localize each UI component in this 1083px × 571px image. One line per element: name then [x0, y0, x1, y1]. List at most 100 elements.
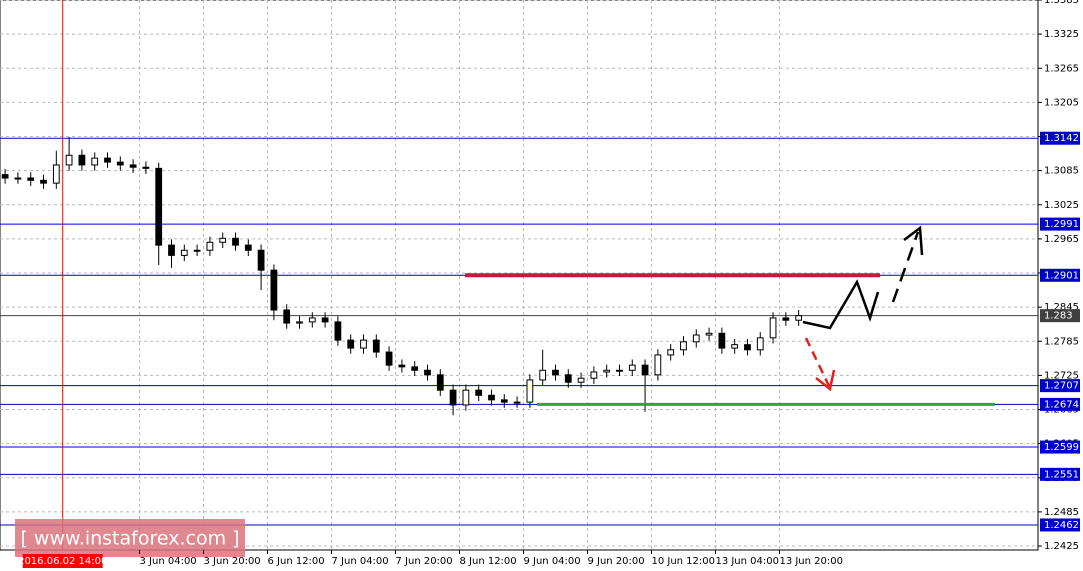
candle-body [462, 389, 470, 406]
watermark: [ www.instaforex.com ] [20, 528, 239, 550]
level-label: 1.3142 [1044, 133, 1079, 144]
x-tick-label: 9 Jun 04:00 [523, 556, 580, 567]
candle-body [769, 317, 777, 339]
candle-body [513, 401, 521, 404]
candle-body [40, 179, 47, 184]
candle-body [52, 164, 60, 184]
candle-body [372, 339, 380, 353]
y-tick-label: 1.3025 [1044, 200, 1079, 211]
candle-body [475, 389, 483, 396]
candle-body [232, 237, 239, 246]
candle-body [104, 157, 111, 163]
x-tick-label: 3 Jun 04:00 [140, 556, 197, 567]
candle-body [116, 161, 124, 166]
candle-body [424, 369, 431, 376]
level-label-box [1040, 268, 1080, 282]
candle-body [1, 174, 9, 179]
candle-body [795, 315, 803, 321]
level-label-box [1040, 379, 1080, 393]
y-tick-label: 1.3385 [1044, 0, 1079, 6]
candle-body [705, 332, 713, 336]
y-tick-label: 1.3325 [1044, 29, 1079, 40]
y-tick-label: 1.2425 [1044, 541, 1079, 552]
candle-body [539, 369, 547, 381]
candle-body [155, 167, 163, 246]
candle-body [308, 317, 316, 323]
candle-body [27, 177, 35, 181]
level-label-box [1040, 131, 1080, 145]
candle-body [244, 244, 252, 251]
candle-body [616, 369, 623, 372]
candle-body [398, 364, 406, 368]
candle-body [488, 394, 495, 401]
y-tick-label: 1.2485 [1044, 507, 1079, 518]
level-label-box [1040, 440, 1080, 454]
watermark-box [15, 519, 245, 557]
candle-body [360, 339, 367, 349]
level-label-box [1040, 518, 1080, 532]
candle-body [219, 237, 227, 243]
bear-arrow [804, 337, 831, 387]
candle-body [641, 364, 649, 376]
bear-arrowhead [815, 369, 836, 392]
candle-body [731, 344, 739, 349]
y-tick-label: 1.2785 [1044, 336, 1079, 347]
candle-body [334, 321, 342, 341]
candle-body [142, 166, 150, 169]
y-tick-label: 1.3265 [1044, 63, 1079, 74]
candle-body [296, 321, 303, 324]
candle-body [193, 249, 201, 252]
level-label: 1.2599 [1044, 442, 1079, 453]
y-tick-label: 1.3205 [1044, 97, 1079, 108]
level-label-box [1040, 397, 1080, 411]
candle-body [385, 351, 393, 366]
level-label: 1.283 [1044, 311, 1073, 322]
candle-body [347, 339, 355, 349]
level-label: 1.2991 [1044, 219, 1079, 230]
bull-arrowhead [903, 225, 924, 256]
x-tick-label: 8 Jun 12:00 [459, 556, 516, 567]
x-tick-label: 9 Jun 20:00 [587, 556, 644, 567]
candle-body [590, 371, 598, 379]
x-tick-label: 7 Jun 20:00 [395, 556, 452, 567]
level-label: 1.2707 [1044, 381, 1079, 392]
x-tick-label: 7 Jun 04:00 [331, 556, 388, 567]
candle-body [667, 349, 675, 356]
candle-body [91, 157, 99, 166]
x-tick-label: 13 Jun 04:00 [715, 556, 779, 567]
candle-body [283, 309, 291, 324]
candle-body [603, 369, 611, 373]
candle-body [436, 374, 444, 391]
y-tick-label: 1.2845 [1044, 302, 1079, 313]
level-label: 1.2674 [1044, 399, 1079, 410]
candle-body [270, 269, 278, 311]
level-label-box [1040, 217, 1080, 231]
x-tick-label: 6 Jun 12:00 [267, 556, 324, 567]
candle-body [411, 366, 419, 371]
y-tick-label: 1.3085 [1044, 166, 1079, 177]
candle-body [526, 379, 534, 403]
level-label-box [1040, 467, 1080, 481]
candle-body [206, 241, 214, 251]
candle-body [782, 317, 790, 321]
candle-body [65, 154, 73, 166]
candle-body [168, 244, 175, 256]
x-tick-label: 10 Jun 12:00 [651, 556, 715, 567]
candle-body [744, 344, 751, 351]
level-label: 1.2901 [1044, 270, 1079, 281]
candle-body [680, 341, 687, 351]
level-label-box [1040, 309, 1080, 323]
candle-body [180, 249, 188, 256]
level-label: 1.2462 [1044, 520, 1079, 531]
y-tick-label: 1.2965 [1044, 234, 1079, 245]
candle-body [564, 374, 572, 383]
candle-body [552, 369, 559, 376]
candle-body [628, 364, 636, 371]
candle-body [692, 334, 700, 343]
forecast-arrows [802, 225, 924, 392]
candle-body [14, 177, 22, 180]
cursor-label-box [22, 554, 103, 568]
candle-body [257, 249, 265, 271]
y-tick-label: 1.2725 [1044, 370, 1079, 381]
